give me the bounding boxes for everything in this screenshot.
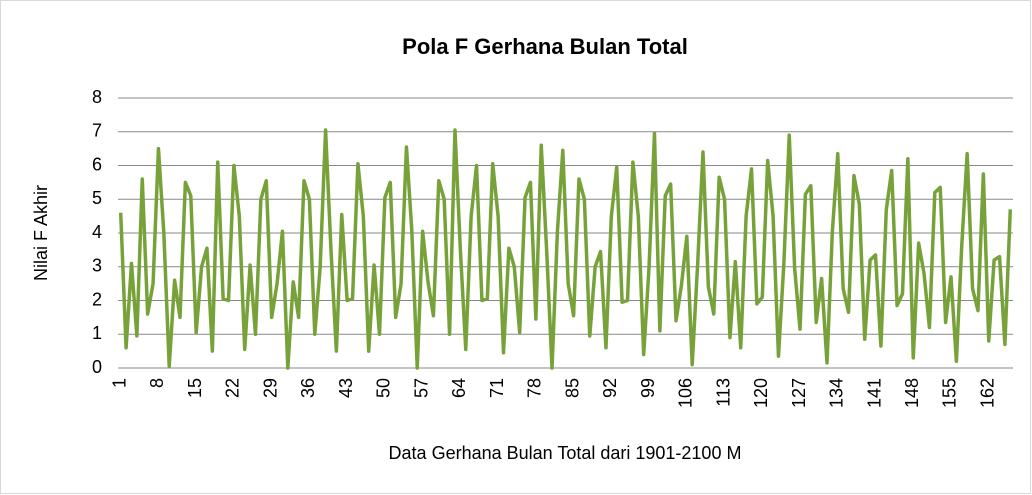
- x-tick-label: 29: [260, 378, 280, 398]
- x-axis-title: Data Gerhana Bulan Total dari 1901-2100 …: [389, 443, 742, 463]
- x-tick-label: 106: [676, 378, 696, 408]
- y-tick-label: 3: [92, 256, 102, 276]
- x-tick-label: 113: [713, 378, 733, 407]
- data-line: [118, 128, 1013, 370]
- y-tick-label: 8: [92, 87, 102, 107]
- x-tick-label: 8: [147, 378, 167, 388]
- y-tick-label: 7: [92, 121, 102, 141]
- y-tick-label: 1: [92, 323, 102, 343]
- x-tick-label: 92: [600, 378, 620, 398]
- x-tick-label: 22: [223, 378, 243, 398]
- x-tick-label: 148: [902, 378, 922, 408]
- x-tick-label: 141: [864, 378, 884, 408]
- y-tick-label: 2: [92, 289, 102, 309]
- x-tick-label: 50: [374, 378, 394, 398]
- y-tick-label: 4: [92, 222, 102, 242]
- x-tick-label: 1: [109, 378, 129, 388]
- x-tick-label: 64: [449, 378, 469, 398]
- x-tick-label: 134: [827, 378, 847, 408]
- x-tick-label: 78: [525, 378, 545, 398]
- x-tick-label: 36: [298, 378, 318, 398]
- x-tick-label: 127: [789, 378, 809, 408]
- x-tick-label: 162: [977, 378, 997, 408]
- y-tick-label: 6: [92, 154, 102, 174]
- y-tick-label: 0: [92, 357, 102, 377]
- chart-title: Pola F Gerhana Bulan Total: [402, 34, 688, 59]
- x-tick-label: 85: [562, 378, 582, 398]
- x-tick-label: 43: [336, 378, 356, 398]
- x-tick-label: 15: [185, 378, 205, 398]
- y-axis-title: Nilai F Akhir: [31, 185, 51, 281]
- x-tick-label: 155: [940, 378, 960, 408]
- x-tick-label: 99: [638, 378, 658, 398]
- x-tick-label: 71: [487, 378, 507, 398]
- x-tick-label: 120: [751, 378, 771, 408]
- y-tick-label: 5: [92, 188, 102, 208]
- x-tick-label: 57: [411, 378, 431, 398]
